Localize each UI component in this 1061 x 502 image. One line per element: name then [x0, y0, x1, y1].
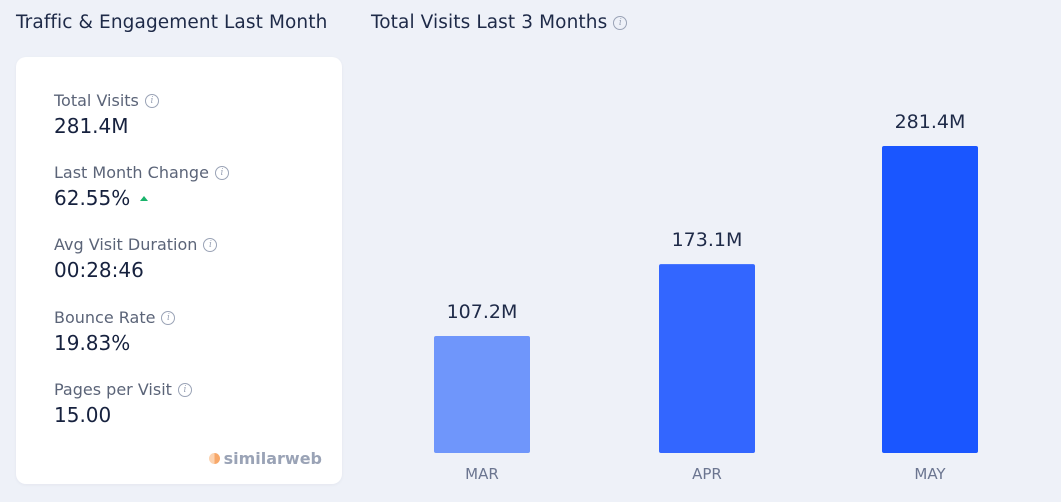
metric-value-text: 62.55% [54, 186, 131, 210]
metric-label: Last Month Change i [54, 163, 229, 182]
metric-total-visits: Total Visits i 281.4M [54, 91, 159, 138]
metric-value: 00:28:46 [54, 258, 217, 282]
metric-pages-per-visit: Pages per Visit i 15.00 [54, 380, 192, 427]
metric-value: 15.00 [54, 403, 192, 427]
metric-label: Pages per Visit i [54, 380, 192, 399]
x-tick-apr: APR [692, 465, 722, 483]
bar-may[interactable] [882, 146, 978, 453]
info-icon[interactable]: i [177, 382, 192, 397]
bar-apr-group[interactable]: 173.1M APR [659, 229, 755, 483]
similarweb-logo: similarweb [208, 449, 322, 468]
x-tick-mar: MAR [465, 465, 499, 483]
info-icon[interactable]: i [613, 15, 628, 30]
metric-bounce-rate: Bounce Rate i 19.83% [54, 308, 176, 355]
total-visits-title: Total Visits Last 3 Months i [371, 12, 628, 33]
info-icon[interactable]: i [203, 237, 218, 252]
info-icon[interactable]: i [144, 93, 159, 108]
metric-label: Bounce Rate i [54, 308, 176, 327]
metric-avg-visit-duration: Avg Visit Duration i 00:28:46 [54, 235, 218, 282]
metric-value: 19.83% [54, 331, 175, 355]
bar-apr[interactable] [659, 264, 755, 453]
metric-label-text: Total Visits [54, 91, 139, 110]
metric-label-text: Pages per Visit [54, 380, 172, 399]
metric-value-text: 281.4M [54, 114, 129, 138]
metric-value-text: 19.83% [54, 331, 131, 355]
metric-label-text: Bounce Rate [54, 308, 156, 327]
similarweb-logo-icon [208, 453, 220, 464]
total-visits-chart: 107.2M MAR 173.1M APR 281.4M MAY [434, 111, 978, 483]
traffic-engagement-title: Traffic & Engagement Last Month [16, 12, 327, 33]
metric-label: Total Visits i [54, 91, 159, 110]
bar-value-label-may: 281.4M [895, 111, 966, 133]
metric-value: 62.55% [54, 186, 229, 210]
bar-value-label-apr: 173.1M [672, 229, 743, 251]
metric-value-text: 15.00 [54, 403, 112, 427]
metric-value: 281.4M [54, 114, 159, 138]
trend-up-icon [140, 195, 149, 201]
metric-label-text: Last Month Change [54, 163, 209, 182]
traffic-engagement-title-text: Traffic & Engagement Last Month [16, 12, 328, 33]
engagement-card: Total Visits i 281.4M Last Month Change … [16, 57, 342, 484]
brand-text: similarweb [223, 449, 322, 468]
bar-mar-group[interactable]: 107.2M MAR [434, 301, 530, 483]
bar-mar[interactable] [434, 336, 530, 453]
total-visits-title-text: Total Visits Last 3 Months [371, 12, 608, 33]
metric-label: Avg Visit Duration i [54, 235, 218, 254]
metric-last-month-change: Last Month Change i 62.55% [54, 163, 229, 210]
info-icon[interactable]: i [214, 165, 229, 180]
bar-value-label-mar: 107.2M [447, 301, 518, 323]
metric-value-text: 00:28:46 [54, 258, 144, 282]
info-icon[interactable]: i [161, 310, 176, 325]
metric-label-text: Avg Visit Duration [54, 235, 198, 254]
x-tick-may: MAY [914, 465, 946, 483]
bar-may-group[interactable]: 281.4M MAY [882, 111, 978, 483]
